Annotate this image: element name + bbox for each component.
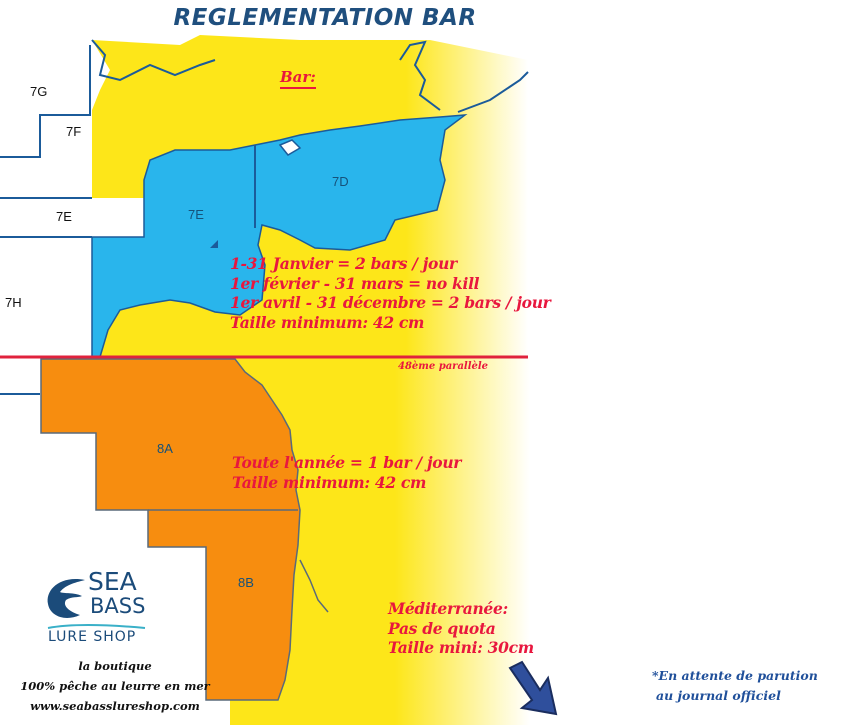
parallel-label: 48ème parallèle [398, 361, 489, 372]
zone-7e-7d [91, 114, 468, 358]
tagline-line: la boutique [78, 659, 152, 673]
north-rule: 1-31 Janvier = 2 bars / jour [230, 254, 457, 273]
tagline: la boutique 100% pêche au leurre en mer … [0, 656, 230, 716]
zone-label-7e-outer: 7E [56, 209, 72, 224]
map-heading: Bar: [280, 68, 316, 89]
logo-lure-shop: LURE SHOP [48, 629, 137, 645]
logo-wave [47, 624, 146, 629]
zone-label-7d: 7D [332, 174, 349, 189]
mediterranee-rules: Méditerranée: Pas de quota Taille mini: … [388, 599, 534, 658]
south-rule: Toute l'année = 1 bar / jour [232, 453, 462, 472]
north-rule: 1er avril - 31 décembre = 2 bars / jour [230, 293, 551, 312]
zone-label-7g: 7G [30, 84, 48, 99]
zone-label-7f: 7F [66, 124, 82, 139]
south-rule: Taille minimum: 42 cm [232, 472, 427, 492]
north-rules: 1-31 Janvier = 2 bars / jour 1er février… [230, 254, 551, 332]
zone-label-8b: 8B [238, 575, 254, 590]
north-rule: 1er février - 31 mars = no kill [230, 273, 480, 293]
med-rule: Pas de quota [388, 618, 496, 638]
website-link[interactable]: www.seabasslureshop.com [30, 699, 200, 713]
zone-label-8a: 8A [157, 441, 173, 456]
logo-bass: BASS [90, 594, 146, 618]
zone-8a-8b [40, 358, 301, 701]
tagline-line: 100% pêche au leurre en mer [20, 679, 210, 693]
north-rule: Taille minimum: 42 cm [230, 312, 425, 332]
logo-fish-icon [47, 579, 85, 618]
official-journal-note: *En attente de parution au journal offic… [652, 666, 818, 706]
note-line: au journal officiel [656, 688, 781, 703]
arrow-icon [508, 660, 558, 716]
zone-label-7h: 7H [5, 295, 22, 310]
note-line: *En attente de parution [652, 668, 818, 683]
med-rule: Méditerranée: [388, 599, 508, 618]
zone-label-7e: 7E [188, 207, 204, 222]
south-rules: Toute l'année = 1 bar / jour Taille mini… [232, 453, 461, 492]
page-title: REGLEMENTATION BAR [173, 5, 477, 31]
celtic-sea-white [0, 198, 144, 237]
logo-sea: SEA [88, 567, 137, 596]
med-rule: Taille mini: 30cm [388, 638, 534, 657]
